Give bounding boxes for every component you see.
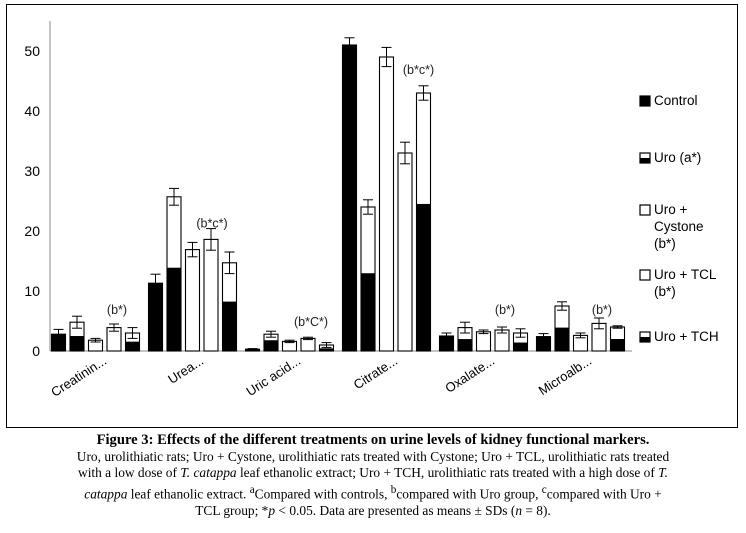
caption-line-2: with a low dose of T. catappa leaf ethan… — [78, 465, 668, 481]
legend-label: Uro (a*) — [654, 150, 701, 165]
significance-label: (b*C*) — [294, 315, 328, 329]
caption-line-3: catappa leaf ethanolic extract. aCompare… — [84, 483, 662, 502]
caption-line-1: Uro, urolithiatic rats; Uro + Cystone, u… — [76, 448, 670, 464]
significance-label: (b*) — [495, 303, 515, 317]
y-tick-label: 10 — [24, 283, 40, 299]
bar — [378, 56, 395, 352]
significance-label: (b*c*) — [196, 216, 227, 230]
bar-fill — [610, 339, 625, 351]
significance-label: (b*) — [107, 303, 127, 317]
category-label: Citrate... — [351, 353, 400, 392]
category-label: Oxalate... — [442, 353, 497, 396]
bar — [300, 337, 316, 352]
legend-label: Uro + TCH — [654, 329, 719, 344]
y-tick-label: 40 — [24, 103, 40, 119]
bar — [203, 238, 219, 352]
bar-fill — [125, 341, 140, 351]
caption-title: Figure 3: Effects of the different treat… — [96, 432, 650, 448]
chart-frame: 0 10 20 30 40 50 Creatinin... Urea... Uric acid.… — [6, 4, 738, 428]
legend-swatch-fill — [640, 337, 650, 342]
legend-swatch-fill — [640, 96, 650, 106]
significance-label: (b*c*) — [403, 63, 434, 77]
significance-label: (b*) — [592, 303, 612, 317]
y-tick-label: 30 — [24, 163, 40, 179]
bar-fill — [513, 342, 528, 351]
bar-fill — [536, 336, 551, 351]
y-tick-label: 20 — [24, 223, 40, 239]
legend-swatch-fill — [640, 158, 650, 163]
bar-fill — [342, 45, 357, 351]
legend-swatch — [639, 269, 651, 281]
bar-fill — [222, 301, 237, 351]
bar-fill — [439, 336, 454, 351]
bar-fill — [148, 283, 163, 351]
legend-label: Uro + TCL (b*) — [654, 267, 717, 299]
category-label: Creatinin... — [48, 353, 109, 400]
bar-fill — [458, 339, 472, 351]
bar-fill — [319, 348, 334, 351]
bar-fill — [264, 340, 278, 351]
bar — [475, 331, 492, 352]
bar-fill — [167, 267, 181, 351]
bar-fill — [70, 336, 84, 351]
figure-caption: Figure 3: Effects of the different treat… — [8, 432, 738, 519]
category-label: Urea... — [165, 353, 206, 387]
y-tick-label: 50 — [24, 43, 40, 59]
bar — [397, 152, 413, 352]
bar-fill — [416, 203, 431, 351]
bar-chart: 0 10 20 30 40 50 Creatinin... Urea... Uric acid.… — [24, 21, 719, 400]
bar-fill — [555, 327, 569, 351]
category-label: Microalb... — [536, 353, 594, 398]
legend-label: Uro + Cystone (b*) — [654, 202, 704, 251]
bar-fill — [361, 273, 375, 351]
legend-swatch — [639, 204, 651, 216]
category-label: Uric acid... — [243, 353, 303, 399]
bar — [184, 249, 201, 352]
bar-fill — [51, 334, 66, 351]
caption-line-4: TCL group; *p < 0.05. Data are presented… — [195, 502, 551, 518]
y-tick-label: 0 — [32, 343, 40, 359]
legend-label: Control — [654, 93, 698, 108]
